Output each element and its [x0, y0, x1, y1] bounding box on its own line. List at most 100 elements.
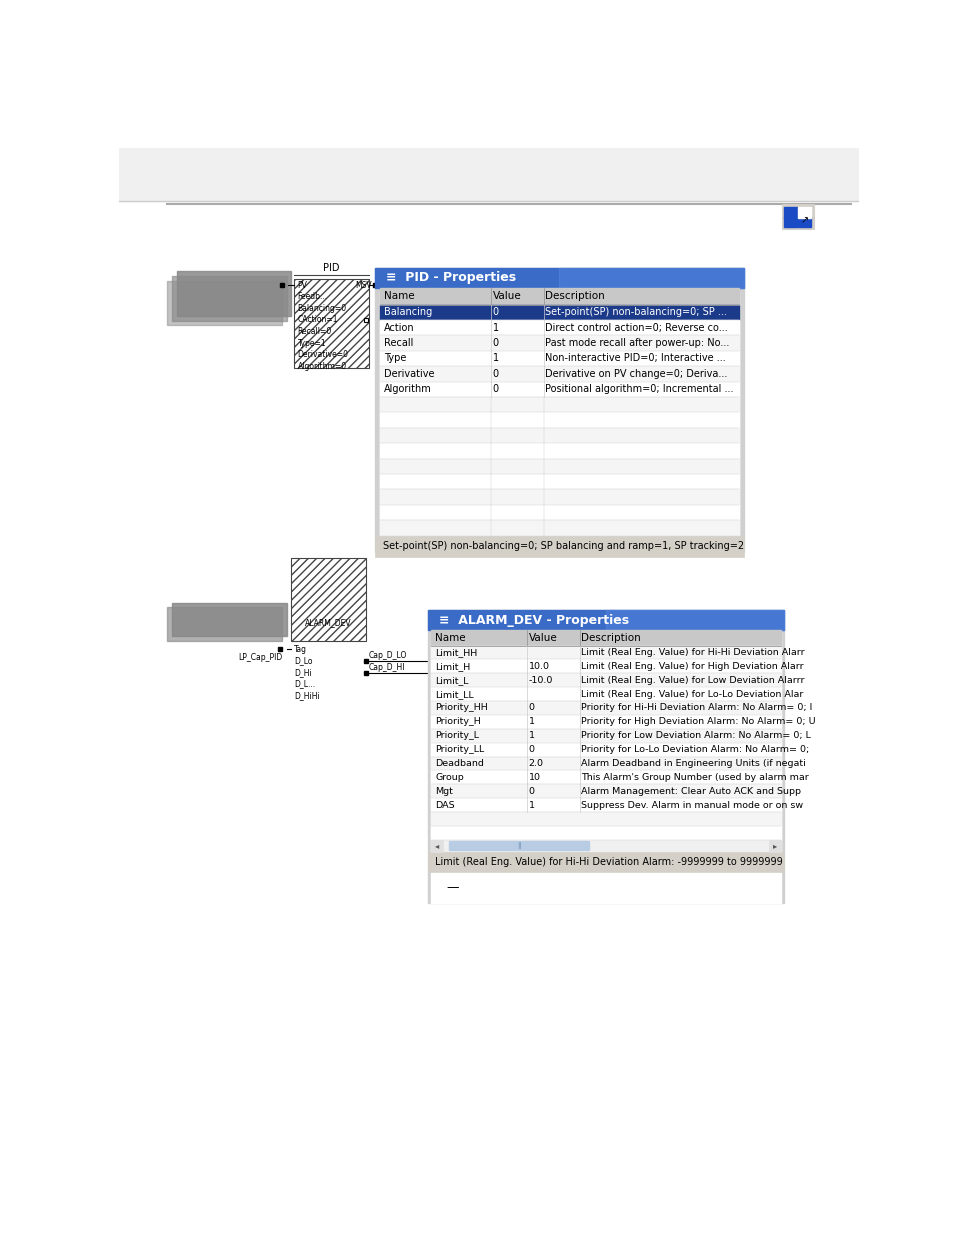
Bar [605, 610, 783, 630]
Text: Group: Group [435, 773, 464, 782]
Text: Tag: Tag [294, 645, 307, 655]
Text: Alarm Deadband in Engineering Units (if negati: Alarm Deadband in Engineering Units (if … [580, 760, 805, 768]
Bar [431, 798, 781, 811]
Text: —: — [446, 881, 458, 894]
Text: 1: 1 [528, 800, 534, 809]
Bar [431, 646, 781, 659]
Text: Priority for Hi-Hi Deviation Alarm: No Alarm= 0; I: Priority for Hi-Hi Deviation Alarm: No A… [580, 704, 812, 713]
Text: Recall: Recall [384, 338, 414, 348]
Bar [379, 396, 739, 412]
Text: Limit (Real Eng. Value) for Lo-Lo Deviation Alar: Limit (Real Eng. Value) for Lo-Lo Deviat… [580, 689, 802, 699]
Text: Set-point(SP) non-balancing=0; SP ...: Set-point(SP) non-balancing=0; SP ... [545, 308, 726, 317]
Text: Balancing=0: Balancing=0 [297, 304, 346, 312]
Text: Derivative=0: Derivative=0 [297, 350, 348, 359]
Text: ▸: ▸ [772, 841, 776, 851]
Text: PID: PID [323, 263, 339, 273]
Text: Value: Value [493, 291, 521, 301]
Bar [379, 382, 739, 396]
Bar [431, 811, 781, 826]
Bar [294, 279, 369, 368]
Bar [431, 771, 781, 784]
Bar [431, 687, 781, 701]
Bar [167, 327, 282, 379]
Bar [379, 505, 739, 520]
Text: Limit_LL: Limit_LL [435, 689, 474, 699]
Bar [431, 757, 781, 771]
Bar [379, 412, 739, 427]
Text: Type=1: Type=1 [297, 338, 326, 347]
Text: Derivative on PV change=0; Deriva...: Derivative on PV change=0; Deriva... [545, 369, 727, 379]
Text: Priority for High Deviation Alarm: No Alarm= 0; U: Priority for High Deviation Alarm: No Al… [580, 718, 815, 726]
Bar [427, 610, 783, 903]
Bar [176, 272, 291, 316]
Bar [375, 536, 743, 557]
Text: D_HiHi: D_HiHi [294, 692, 320, 700]
Text: Direct control action=0; Reverse co...: Direct control action=0; Reverse co... [545, 322, 727, 332]
Text: Name: Name [435, 632, 466, 643]
Bar [431, 715, 781, 729]
Bar [431, 634, 781, 903]
Bar [431, 630, 781, 646]
Text: Priority_L: Priority_L [435, 731, 479, 740]
Text: 0: 0 [493, 308, 498, 317]
Bar [379, 489, 739, 505]
Text: MSV: MSV [355, 280, 371, 290]
Text: Mgt: Mgt [435, 787, 453, 795]
Bar [379, 305, 739, 320]
Bar [783, 207, 796, 217]
Text: Description: Description [545, 291, 604, 301]
Text: ↗: ↗ [800, 215, 807, 225]
Bar [379, 288, 739, 305]
Bar [379, 474, 739, 489]
Text: 0: 0 [493, 338, 498, 348]
Text: LP_Cap_PID: LP_Cap_PID [238, 653, 282, 662]
Text: D_L...: D_L... [294, 679, 315, 689]
Bar [379, 458, 739, 474]
Text: ≡  ALARM_DEV - Properties: ≡ ALARM_DEV - Properties [438, 614, 628, 626]
Text: Value: Value [528, 632, 557, 643]
Text: Algorithm=0: Algorithm=0 [297, 362, 346, 370]
Bar [172, 275, 286, 321]
Text: Limit (Real Eng. Value) for Low Deviation Alarrr: Limit (Real Eng. Value) for Low Deviatio… [580, 676, 803, 684]
Text: Limit_L: Limit_L [435, 676, 469, 684]
Bar [233, 651, 286, 666]
Text: Feedb...: Feedb... [297, 293, 327, 301]
Text: Derivative: Derivative [384, 369, 435, 379]
Text: Recall=0: Recall=0 [297, 327, 332, 336]
Bar [431, 673, 781, 687]
Bar [558, 268, 743, 288]
Text: Priority for Lo-Lo Deviation Alarm: No Alarm= 0;: Priority for Lo-Lo Deviation Alarm: No A… [580, 745, 808, 755]
Text: Algorithm: Algorithm [384, 384, 432, 394]
Bar [167, 608, 282, 641]
Text: CAction=1: CAction=1 [297, 315, 337, 325]
Text: Non-interactive PID=0; Interactive ...: Non-interactive PID=0; Interactive ... [545, 353, 725, 363]
Bar [379, 320, 739, 336]
Text: -10.0: -10.0 [528, 676, 552, 684]
Text: 0: 0 [528, 745, 534, 755]
Text: Set-point(SP) non-balancing=0; SP balancing and ramp=1, SP tracking=2: Set-point(SP) non-balancing=0; SP balanc… [382, 541, 743, 551]
Text: 1: 1 [528, 718, 534, 726]
Bar [431, 784, 781, 798]
Bar [431, 659, 781, 673]
Text: Priority for Low Deviation Alarm: No Alarm= 0; L: Priority for Low Deviation Alarm: No Ala… [580, 731, 810, 740]
Text: Cap_D_LO: Cap_D_LO [369, 651, 407, 661]
Bar [379, 366, 739, 382]
Text: Deadband: Deadband [435, 760, 484, 768]
Text: Action: Action [384, 322, 415, 332]
Bar [431, 729, 781, 742]
Text: ≡  PID - Properties: ≡ PID - Properties [385, 270, 516, 284]
Text: Limit (Real Eng. Value) for Hi-Hi Deviation Alarm: -9999999 to 9999999: Limit (Real Eng. Value) for Hi-Hi Deviat… [435, 857, 782, 867]
Bar [798, 207, 810, 217]
Text: Priority_LL: Priority_LL [435, 745, 484, 755]
Text: 0: 0 [528, 787, 534, 795]
Text: Description: Description [580, 632, 640, 643]
Text: Limit_H: Limit_H [435, 662, 470, 671]
Bar [172, 603, 286, 636]
Text: ◂: ◂ [435, 841, 438, 851]
Text: Alarm Management: Clear Auto ACK and Supp: Alarm Management: Clear Auto ACK and Sup… [580, 787, 801, 795]
Bar [119, 148, 858, 200]
Bar [379, 293, 739, 552]
Bar [431, 701, 781, 715]
Bar [379, 520, 739, 536]
Text: Name: Name [384, 291, 415, 301]
